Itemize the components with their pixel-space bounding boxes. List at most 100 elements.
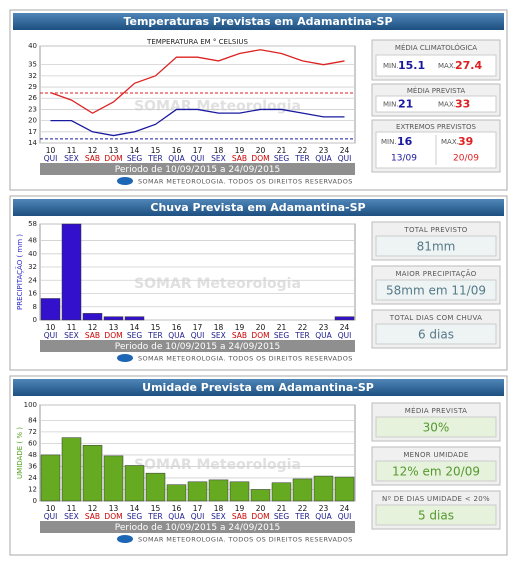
x-tick-label: 13 [109, 504, 119, 513]
y-tick-label: 20 [28, 117, 37, 125]
x-tick-weekday: SEX [64, 154, 79, 163]
stat-min: 21 [398, 98, 413, 111]
stat-label: TOTAL PREVISTO [403, 226, 467, 234]
x-tick-label: 10 [46, 146, 56, 155]
y-tick-label: 48 [28, 237, 37, 245]
x-tick-weekday: TER [294, 512, 310, 521]
bar [292, 478, 313, 502]
stat-max: 27.4 [455, 59, 482, 72]
y-tick-label: 72 [28, 428, 37, 436]
stat-value: 58mm em 11/09 [386, 284, 486, 298]
y-tick-label: 0 [33, 316, 37, 324]
x-tick-weekday: SEG [274, 154, 289, 163]
x-tick-label: 22 [298, 323, 308, 332]
x-tick-label: 11 [67, 146, 77, 155]
x-tick-label: 10 [46, 323, 56, 332]
x-tick-label: 22 [298, 504, 308, 513]
x-tick-label: 16 [172, 504, 182, 513]
x-tick-weekday: QUI [44, 512, 58, 521]
stat-max: 33 [455, 98, 470, 111]
x-tick-weekday: DOM [104, 154, 122, 163]
bar [334, 476, 355, 502]
bar [229, 481, 250, 502]
chart-subtitle: TEMPERATURA EM ° CELSIUS [146, 38, 248, 46]
stat-value-box [375, 235, 497, 257]
x-tick-label: 13 [109, 146, 119, 155]
period-bar [40, 340, 355, 352]
stat-min-label: MIN. [383, 101, 399, 109]
x-tick-weekday: SEG [127, 154, 142, 163]
x-tick-label: 21 [277, 146, 287, 155]
y-tick-label: 14 [28, 139, 37, 147]
x-tick-weekday: QUI [338, 154, 352, 163]
x-tick-weekday: TER [147, 512, 163, 521]
bar [40, 454, 61, 502]
panel-title: Chuva Prevista em Adamantina-SP [150, 201, 365, 214]
y-tick-label: 8 [33, 303, 37, 311]
bar [82, 445, 103, 502]
y-axis-title: PRECIPITAÇÃO ( mm ) [15, 234, 24, 310]
x-tick-label: 24 [340, 323, 350, 332]
bar [61, 437, 82, 502]
x-tick-weekday: QUI [44, 331, 58, 340]
stat-min-label: MIN. [383, 62, 399, 70]
y-tick-label: 26 [28, 94, 37, 102]
stat-value: 6 dias [418, 328, 454, 342]
x-tick-weekday: SAB [85, 331, 100, 340]
stat-label: MAIOR PRECIPITAÇÃO [395, 269, 476, 278]
y-tick-label: 24 [28, 276, 37, 284]
stat-min-date: 13/09 [391, 154, 417, 164]
bar [313, 475, 334, 502]
y-tick-label: 36 [28, 462, 37, 470]
x-tick-label: 18 [214, 323, 224, 332]
panel-title: Umidade Prevista em Adamantina-SP [142, 381, 374, 394]
stat-value-box [375, 460, 497, 482]
y-tick-label: 32 [28, 263, 37, 271]
x-tick-weekday: TER [147, 154, 163, 163]
y-tick-label: 58 [28, 220, 37, 228]
y-tick-label: 17 [28, 128, 37, 136]
y-tick-label: 32 [28, 72, 37, 80]
x-tick-weekday: QUA [315, 512, 332, 521]
footer-logo [117, 535, 133, 543]
x-tick-label: 11 [67, 323, 77, 332]
stat-max-label: MAX. [438, 101, 456, 109]
y-tick-label: 12 [28, 485, 37, 493]
x-tick-label: 15 [151, 146, 161, 155]
x-tick-weekday: SAB [232, 331, 247, 340]
x-tick-weekday: DOM [251, 154, 269, 163]
watermark: SOMAR Meteorologia [134, 457, 301, 473]
y-tick-label: 48 [28, 451, 37, 459]
panel-header [13, 379, 504, 396]
stat-label: MÉDIA PREVISTA [407, 86, 465, 95]
bar [187, 481, 208, 502]
footer-logo [117, 354, 133, 362]
x-tick-label: 20 [256, 146, 266, 155]
panel-header [13, 13, 504, 30]
stat-value-box [375, 323, 497, 345]
x-tick-weekday: QUA [168, 154, 185, 163]
bar [103, 455, 124, 502]
y-tick-label: 29 [28, 83, 37, 91]
x-tick-label: 20 [256, 504, 266, 513]
bar [124, 316, 145, 321]
x-tick-weekday: DOM [104, 512, 122, 521]
stat-label: MENOR UMIDADE [403, 451, 468, 459]
x-tick-weekday: SEX [64, 331, 79, 340]
stat-value-box [375, 54, 497, 77]
x-tick-weekday: QUA [315, 154, 332, 163]
watermark: SOMAR Meteorologia [134, 276, 301, 292]
x-tick-label: 20 [256, 323, 266, 332]
stat-value-box [375, 95, 497, 113]
period-bar [40, 163, 355, 175]
stat-max: 39 [458, 135, 473, 148]
stat-min: 16 [397, 135, 413, 148]
x-tick-weekday: DOM [251, 512, 269, 521]
stat-label: Nº DE DIAS UMIDADE < 20% [382, 495, 490, 503]
panel-header [13, 199, 504, 216]
x-tick-weekday: QUA [168, 331, 185, 340]
x-tick-weekday: SEX [64, 512, 79, 521]
footer: SOMAR METEOROLOGIA. TODOS OS DIREITOS RE… [138, 536, 353, 544]
stat-value-box [375, 416, 497, 438]
